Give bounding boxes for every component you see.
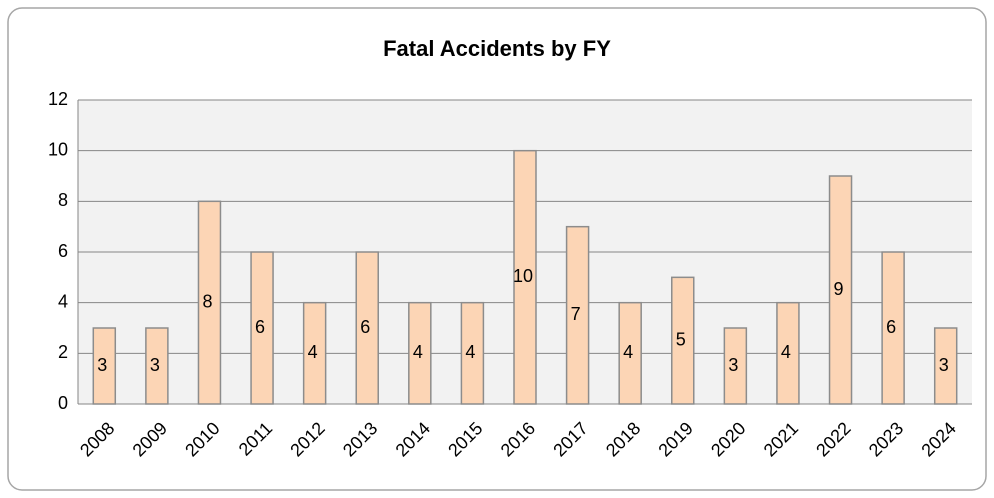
y-tick-label: 6 [58,241,68,261]
bar [460,301,485,405]
data-label: 4 [465,342,475,362]
bar [250,251,274,405]
data-label: 3 [150,355,160,375]
bar [828,175,853,405]
data-label: 4 [781,342,791,362]
data-label: 6 [360,317,370,337]
bar [881,251,905,405]
data-label: 4 [308,342,318,362]
bar [513,149,537,405]
bar [723,327,748,405]
bar [671,276,695,405]
data-label: 3 [97,355,107,375]
y-tick-label: 12 [48,89,68,109]
data-label: 4 [413,342,423,362]
y-tick-label: 10 [48,139,68,159]
bar [565,225,590,405]
data-label: 6 [255,317,265,337]
chart-title: Fatal Accidents by FY [383,36,611,61]
data-label: 4 [623,342,633,362]
data-label: 3 [728,355,738,375]
y-tick-label: 4 [58,291,68,311]
bar [145,327,169,405]
data-label: 6 [886,317,896,337]
bar [197,200,222,405]
bar [355,251,379,405]
bar [776,301,800,405]
y-tick-label: 0 [58,393,68,413]
bar [933,327,958,405]
data-label: 9 [834,279,844,299]
bar [92,327,117,405]
bar [302,301,327,405]
y-tick-label: 8 [58,190,68,210]
data-label: 3 [939,355,949,375]
data-label: 10 [513,266,533,286]
data-label: 8 [202,291,212,311]
data-label: 5 [676,329,686,349]
data-label: 7 [571,304,581,324]
y-tick-label: 2 [58,342,68,362]
bar [618,301,642,405]
bar [408,301,432,405]
